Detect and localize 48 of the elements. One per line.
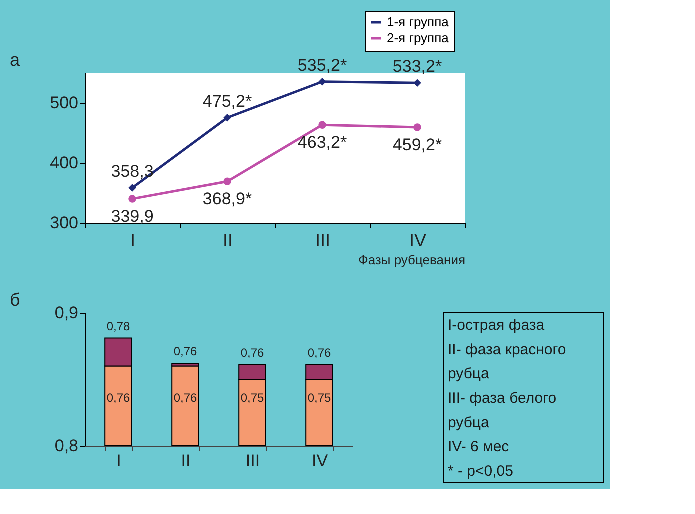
data-label: 475,2*: [202, 92, 252, 111]
x-tick-label: II: [181, 452, 191, 470]
data-label: 463,2*: [298, 133, 348, 152]
annotation: 0,78: [106, 319, 130, 334]
point: [318, 78, 326, 86]
data-label: 459,2*: [392, 135, 442, 154]
x-tick-label: IV: [409, 230, 427, 250]
point: [128, 184, 136, 192]
point: [414, 124, 422, 132]
x-tick-label: II: [222, 230, 234, 250]
x-tick-label: IV: [312, 452, 329, 470]
y-tick-label: 500: [50, 94, 78, 112]
annotation: 0,75: [240, 391, 264, 406]
point: [128, 195, 136, 203]
point: [224, 114, 232, 122]
x-tick-label: I: [130, 230, 136, 250]
annotation: 0,76: [174, 391, 198, 406]
data-label: 358,3: [111, 162, 154, 182]
legend-label: 1-я группа: [387, 14, 450, 30]
legend-label: 2-я группа: [387, 30, 450, 46]
data-label: 368,9*: [202, 190, 252, 209]
data-label: 533,2*: [392, 57, 442, 76]
annotation: 0,76: [106, 391, 130, 406]
y-tick-label: 0,9: [54, 304, 78, 322]
x-tick-label: III: [315, 230, 331, 250]
y-tick-label: 0,8: [54, 436, 78, 456]
annotation: 0,76: [240, 346, 264, 360]
y-tick-label: 400: [50, 154, 78, 172]
x-axis-title: Фазы рубцевания: [358, 252, 466, 268]
annotation: 0,76: [308, 346, 332, 360]
annotation: 0,76: [174, 344, 198, 359]
point: [318, 121, 326, 129]
data-label: 535,2*: [298, 56, 348, 75]
point: [414, 79, 422, 87]
text: IV- 6 мес: [448, 438, 510, 456]
text: а: [10, 50, 21, 70]
text: * - p<0,05: [448, 462, 514, 480]
bar: [172, 366, 200, 446]
x-tick-label: I: [116, 452, 122, 470]
annotation: 0,75: [308, 391, 332, 406]
point: [224, 178, 232, 186]
text: II- фаза красного рубца: [448, 341, 566, 383]
data-label: 339,9: [111, 207, 154, 226]
text: III- фаза белого рубца: [448, 390, 557, 432]
text: I-острая фаза: [448, 317, 546, 334]
y-tick-label: 300: [50, 214, 78, 232]
x-tick-label: III: [246, 452, 260, 470]
text: б: [10, 290, 20, 310]
